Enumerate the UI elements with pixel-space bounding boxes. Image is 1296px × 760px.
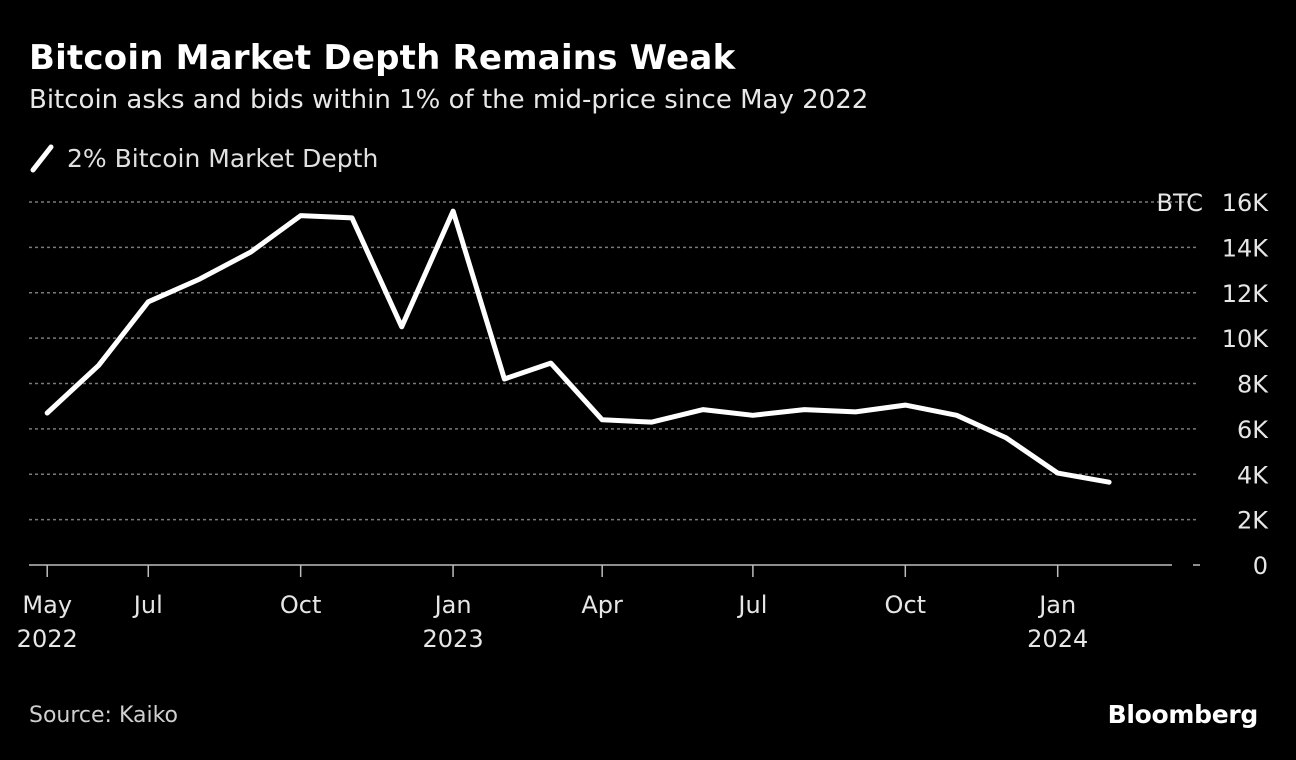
source-note: Source: Kaiko — [29, 703, 179, 728]
legend: 2% Bitcoin Market Depth — [29, 141, 378, 175]
x-tick-label: Jul — [736, 591, 767, 619]
y-tick-label: 2K — [1237, 507, 1269, 535]
x-tick-label: Oct — [280, 591, 322, 619]
x-tick-label: Jan — [1037, 591, 1076, 619]
y-tick-label: 16K — [1222, 189, 1270, 217]
gridlines — [29, 201, 1196, 521]
x-tick-label: Jan — [433, 591, 472, 619]
chart-title: Bitcoin Market Depth Remains Weak — [29, 38, 736, 78]
series-line — [44, 208, 1112, 485]
legend-label: 2% Bitcoin Market Depth — [67, 143, 379, 173]
x-tick-label: Jul — [132, 591, 163, 619]
bloomberg-logo: Bloomberg — [1107, 700, 1259, 729]
x-tick-year: 2022 — [17, 625, 78, 653]
x-tick-year: 2023 — [423, 625, 484, 653]
y-tick-label: 0 — [1253, 552, 1268, 580]
y-tick-label: 12K — [1222, 280, 1270, 308]
y-axis: 0 2K 4K 6K 8K 10K 12K 14K 16K BTC — [1157, 189, 1270, 580]
legend-line-icon — [30, 144, 54, 173]
series-layer — [44, 208, 1112, 485]
y-tick-label: 10K — [1222, 325, 1270, 353]
x-tick-year: 2024 — [1027, 625, 1088, 653]
y-unit-label: BTC — [1157, 189, 1203, 217]
x-tick-label: Apr — [581, 591, 623, 619]
x-tick-label: May — [22, 591, 72, 619]
x-axis: May 2022 Jul Oct Jan 2023 Apr Jul Oct Jan 2024 — [17, 564, 1200, 653]
chart-subtitle: Bitcoin asks and bids within 1% of the m… — [29, 85, 869, 115]
y-tick-label: 8K — [1237, 371, 1269, 399]
y-tick-label: 4K — [1237, 461, 1269, 489]
y-tick-label: 6K — [1237, 416, 1269, 444]
x-tick-label: Oct — [885, 591, 927, 619]
y-tick-label: 14K — [1222, 234, 1270, 262]
